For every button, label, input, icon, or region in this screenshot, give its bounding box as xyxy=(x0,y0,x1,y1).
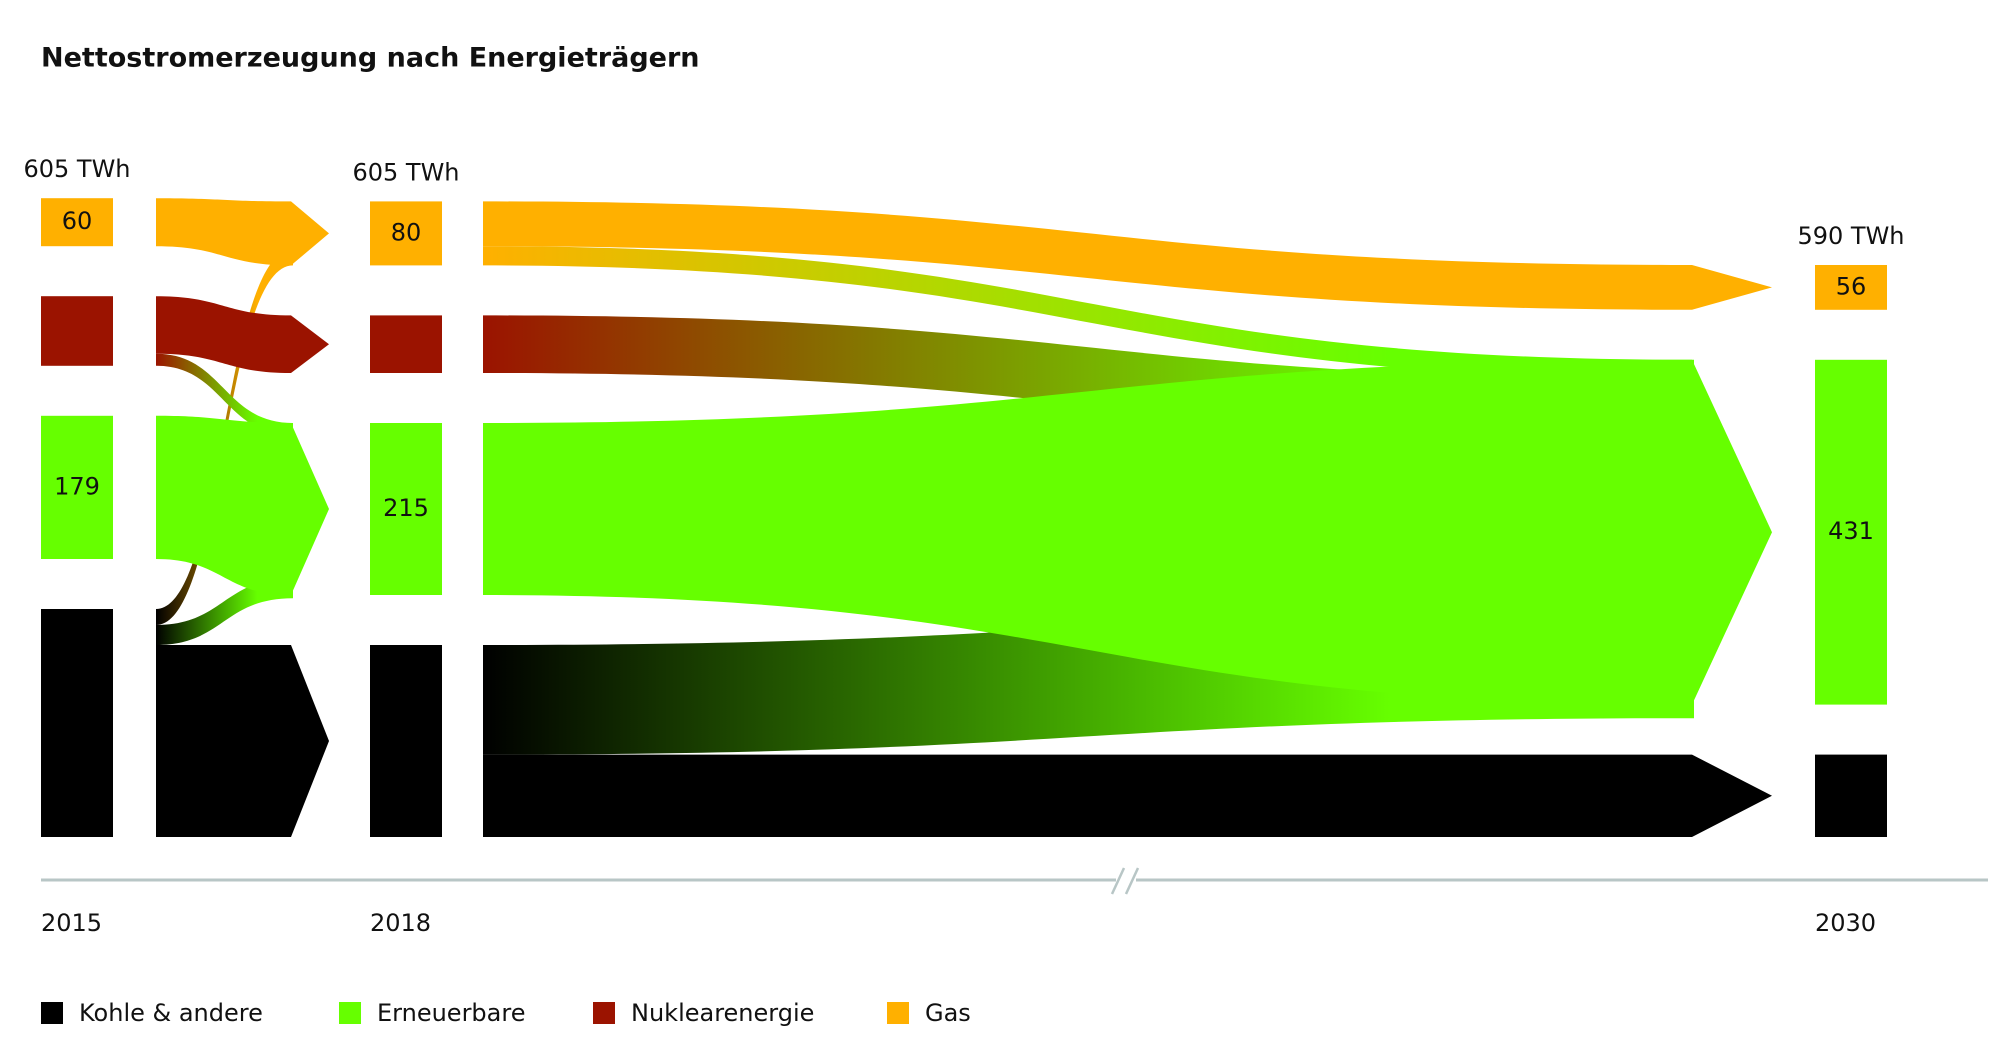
flow-band xyxy=(156,645,329,837)
flow-band xyxy=(483,359,1772,705)
bar xyxy=(1815,359,1887,705)
legend-swatch xyxy=(887,1002,909,1024)
legend-label: Erneuerbare xyxy=(377,999,525,1027)
flow xyxy=(483,246,1694,379)
flow-band xyxy=(156,198,329,266)
x-tick-label: 2018 xyxy=(370,909,431,937)
flow xyxy=(156,353,293,435)
legend-label: Kohle & andere xyxy=(79,999,263,1027)
bar xyxy=(370,201,442,266)
legend-label: Gas xyxy=(925,999,971,1027)
bar xyxy=(370,315,442,373)
flow-band xyxy=(156,415,329,595)
bar xyxy=(370,423,442,595)
x-tick-label: 2015 xyxy=(41,909,102,937)
value-label: 215 xyxy=(383,494,429,522)
flow-band xyxy=(483,754,1772,837)
value-label: 60 xyxy=(62,207,93,235)
total-label: 605 TWh xyxy=(23,155,130,183)
bar xyxy=(41,609,113,837)
flow-band xyxy=(156,296,329,373)
legend-label: Nuklearenergie xyxy=(631,999,814,1027)
bar xyxy=(1815,265,1887,310)
x-tick-label: 2030 xyxy=(1815,909,1876,937)
total-label: 590 TWh xyxy=(1797,222,1904,250)
axis-break xyxy=(1110,867,1126,895)
axis-break xyxy=(1124,867,1140,895)
value-label: 80 xyxy=(391,218,422,246)
bar xyxy=(41,296,113,366)
value-label: 179 xyxy=(54,472,100,500)
legend-swatch xyxy=(593,1002,615,1024)
flow xyxy=(156,578,293,645)
bar xyxy=(1815,754,1887,837)
flow-band xyxy=(483,201,1772,310)
chart-title: Nettostromerzeugung nach Energieträgern xyxy=(41,43,700,74)
value-label: 431 xyxy=(1828,517,1874,545)
bar xyxy=(370,645,442,837)
legend-swatch xyxy=(339,1002,361,1024)
bar xyxy=(41,198,113,247)
bar xyxy=(41,415,113,559)
value-label: 56 xyxy=(1836,272,1867,300)
legend-swatch xyxy=(41,1002,63,1024)
total-label: 605 TWh xyxy=(352,158,459,186)
